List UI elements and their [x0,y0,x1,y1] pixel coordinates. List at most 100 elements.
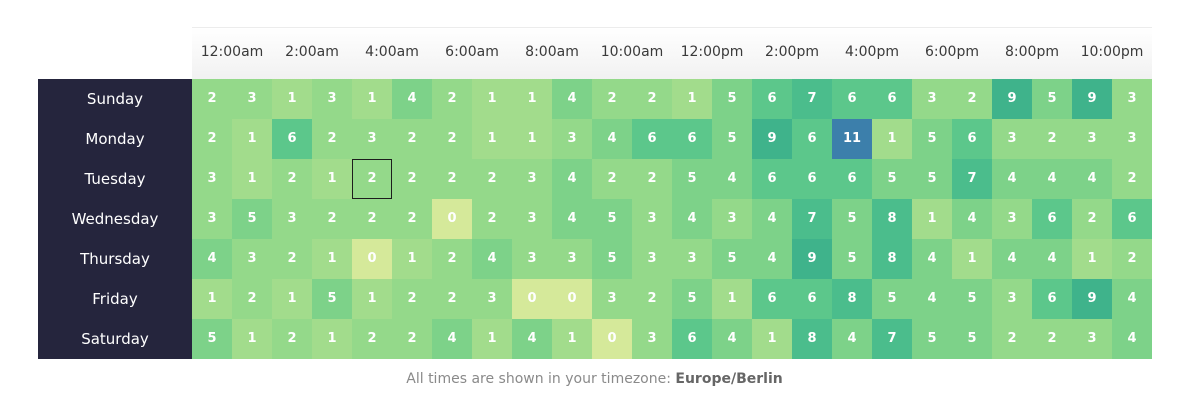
heatmap-cell[interactable]: 2 [312,119,352,159]
heatmap-cell[interactable]: 4 [992,159,1032,199]
heatmap-cell[interactable]: 4 [672,199,712,239]
heatmap-cell[interactable]: 1 [192,279,232,319]
heatmap-cell[interactable]: 1 [1072,239,1112,279]
heatmap-cell[interactable]: 3 [232,239,272,279]
heatmap-cell[interactable]: 1 [352,79,392,119]
heatmap-cell[interactable]: 3 [1072,119,1112,159]
heatmap-cell[interactable]: 4 [1112,319,1152,359]
heatmap-cell[interactable]: 11 [832,119,872,159]
heatmap-cell[interactable]: 6 [792,279,832,319]
heatmap-cell[interactable]: 2 [592,79,632,119]
heatmap-cell[interactable]: 4 [832,319,872,359]
heatmap-cell[interactable]: 2 [432,119,472,159]
heatmap-cell[interactable]: 7 [872,319,912,359]
heatmap-cell[interactable]: 3 [912,79,952,119]
heatmap-cell[interactable]: 9 [1072,279,1112,319]
heatmap-cell[interactable]: 1 [352,279,392,319]
heatmap-cell[interactable]: 6 [632,119,672,159]
heatmap-cell[interactable]: 8 [872,239,912,279]
heatmap-cell[interactable]: 5 [712,119,752,159]
heatmap-cell[interactable]: 5 [312,279,352,319]
heatmap-cell[interactable]: 1 [312,159,352,199]
heatmap-cell[interactable]: 2 [272,159,312,199]
heatmap-cell[interactable]: 3 [632,199,672,239]
heatmap-cell[interactable]: 3 [352,119,392,159]
heatmap-cell[interactable]: 3 [512,239,552,279]
heatmap-cell[interactable]: 1 [392,239,432,279]
heatmap-cell[interactable]: 7 [952,159,992,199]
heatmap-cell[interactable]: 2 [1072,199,1112,239]
heatmap-cell[interactable]: 4 [752,239,792,279]
heatmap-cell[interactable]: 6 [832,79,872,119]
heatmap-cell[interactable]: 2 [992,319,1032,359]
heatmap-cell[interactable]: 4 [912,239,952,279]
heatmap-cell[interactable]: 4 [752,199,792,239]
heatmap-cell[interactable]: 2 [192,79,232,119]
heatmap-cell[interactable]: 6 [792,159,832,199]
heatmap-cell[interactable]: 2 [632,159,672,199]
heatmap-cell[interactable]: 2 [1112,159,1152,199]
heatmap-cell[interactable]: 3 [592,279,632,319]
heatmap-cell[interactable]: 5 [232,199,272,239]
heatmap-cell[interactable]: 4 [992,239,1032,279]
heatmap-cell[interactable]: 9 [1072,79,1112,119]
heatmap-cell[interactable]: 4 [432,319,472,359]
heatmap-cell[interactable]: 6 [752,279,792,319]
heatmap-cell[interactable]: 4 [952,199,992,239]
heatmap-cell[interactable]: 3 [1072,319,1112,359]
heatmap-cell[interactable]: 4 [1032,159,1072,199]
heatmap-cell[interactable]: 3 [672,239,712,279]
heatmap-cell[interactable]: 4 [912,279,952,319]
heatmap-cell[interactable]: 5 [952,279,992,319]
heatmap-cell[interactable]: 5 [592,199,632,239]
heatmap-cell[interactable]: 1 [272,279,312,319]
heatmap-cell[interactable]: 1 [472,119,512,159]
heatmap-cell[interactable]: 5 [872,159,912,199]
heatmap-cell[interactable]: 2 [392,159,432,199]
heatmap-cell[interactable]: 1 [752,319,792,359]
heatmap-cell[interactable]: 3 [632,319,672,359]
heatmap-cell[interactable]: 0 [352,239,392,279]
heatmap-cell[interactable]: 3 [272,199,312,239]
heatmap-cell[interactable]: 3 [552,239,592,279]
heatmap-cell[interactable]: 6 [1032,279,1072,319]
heatmap-cell[interactable]: 3 [472,279,512,319]
heatmap-cell[interactable]: 2 [592,159,632,199]
heatmap-cell[interactable]: 7 [792,199,832,239]
heatmap-cell[interactable]: 3 [1112,79,1152,119]
heatmap-cell[interactable]: 5 [1032,79,1072,119]
heatmap-cell[interactable]: 4 [712,159,752,199]
heatmap-cell[interactable]: 1 [232,119,272,159]
heatmap-cell[interactable]: 3 [632,239,672,279]
heatmap-cell[interactable]: 3 [192,199,232,239]
heatmap-cell[interactable]: 2 [632,279,672,319]
heatmap-cell[interactable]: 1 [872,119,912,159]
heatmap-cell[interactable]: 2 [392,199,432,239]
heatmap-cell[interactable]: 0 [552,279,592,319]
heatmap-cell[interactable]: 3 [312,79,352,119]
heatmap-cell[interactable]: 2 [632,79,672,119]
heatmap-cell[interactable]: 1 [912,199,952,239]
heatmap-cell[interactable]: 3 [552,119,592,159]
heatmap-cell[interactable]: 2 [472,199,512,239]
heatmap-cell[interactable]: 7 [792,79,832,119]
heatmap-cell[interactable]: 3 [992,279,1032,319]
heatmap-cell[interactable]: 1 [712,279,752,319]
heatmap-cell[interactable]: 5 [912,119,952,159]
heatmap-cell[interactable]: 2 [392,119,432,159]
heatmap-cell[interactable]: 6 [792,119,832,159]
heatmap-cell[interactable]: 1 [472,319,512,359]
heatmap-cell[interactable]: 4 [592,119,632,159]
heatmap-cell[interactable]: 2 [392,279,432,319]
heatmap-cell[interactable]: 5 [672,279,712,319]
heatmap-cell[interactable]: 2 [352,319,392,359]
heatmap-cell[interactable]: 6 [952,119,992,159]
heatmap-cell[interactable]: 6 [1032,199,1072,239]
heatmap-cell[interactable]: 4 [1032,239,1072,279]
heatmap-cell[interactable]: 6 [832,159,872,199]
heatmap-cell[interactable]: 1 [512,119,552,159]
heatmap-cell[interactable]: 3 [992,199,1032,239]
heatmap-cell[interactable]: 5 [592,239,632,279]
heatmap-cell[interactable]: 1 [672,79,712,119]
heatmap-cell[interactable]: 2 [432,279,472,319]
